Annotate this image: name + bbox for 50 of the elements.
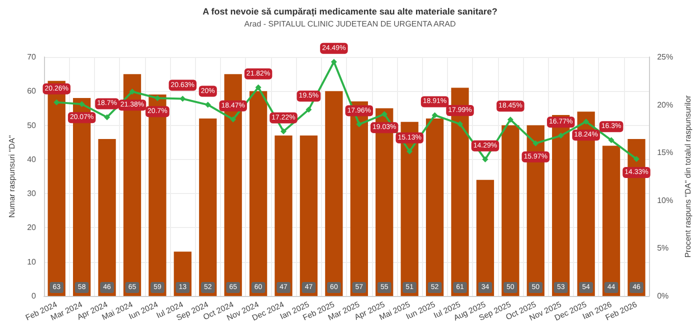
y2-tick-label: 20%	[657, 100, 674, 110]
point	[406, 148, 413, 154]
bar	[300, 136, 318, 296]
point	[204, 102, 211, 108]
point	[432, 112, 438, 118]
bar	[502, 125, 520, 296]
y-tick-label: 10	[27, 257, 37, 266]
point	[230, 116, 236, 122]
chart-subtitle: Arad - SPITALUL CLINIC JUDETEAN DE URGENTA ARAD	[244, 20, 456, 28]
point	[255, 84, 262, 90]
y2-tick-label: 10%	[657, 196, 674, 205]
y2-tick-label: 5%	[657, 244, 669, 253]
y2-tick-label: 15%	[657, 148, 674, 158]
point	[583, 118, 590, 125]
y2-tick-label: 25%	[657, 52, 674, 62]
point	[104, 114, 110, 120]
y-tick-label: 20	[27, 223, 37, 232]
y2-axis-title: Procent raspuns "DA" din totalul raspunsurilor	[684, 95, 692, 258]
point	[633, 156, 640, 162]
chart-title: A fost nevoie să cumpărați medicamente sau alte materiale sanitare?	[202, 6, 498, 18]
point	[280, 128, 287, 134]
bar	[476, 180, 494, 296]
y-tick-label: 30	[27, 189, 37, 198]
point	[381, 111, 388, 118]
point	[608, 137, 614, 144]
point	[507, 116, 514, 123]
point	[154, 95, 160, 102]
point	[482, 156, 488, 162]
y-tick-label: 70	[27, 52, 37, 62]
point	[356, 121, 362, 128]
point	[457, 121, 463, 128]
y-tick-label: 60	[27, 86, 37, 96]
bar	[148, 94, 166, 296]
bar	[602, 146, 620, 296]
point	[306, 106, 312, 113]
point	[532, 140, 539, 146]
point	[330, 58, 337, 65]
y-axis-title: Numar raspunsuri "DA"	[8, 135, 16, 218]
bar	[249, 91, 268, 296]
bar	[274, 136, 292, 296]
bar	[199, 118, 217, 296]
point	[129, 88, 136, 95]
y2-tick-label: 0%	[657, 292, 669, 300]
bar	[325, 91, 343, 296]
point	[558, 132, 564, 139]
bar	[98, 138, 116, 296]
bar	[426, 118, 444, 296]
y-tick-label: 0	[32, 292, 37, 300]
y-tick-label: 40	[27, 154, 37, 164]
y-tick-label: 50	[27, 120, 37, 130]
